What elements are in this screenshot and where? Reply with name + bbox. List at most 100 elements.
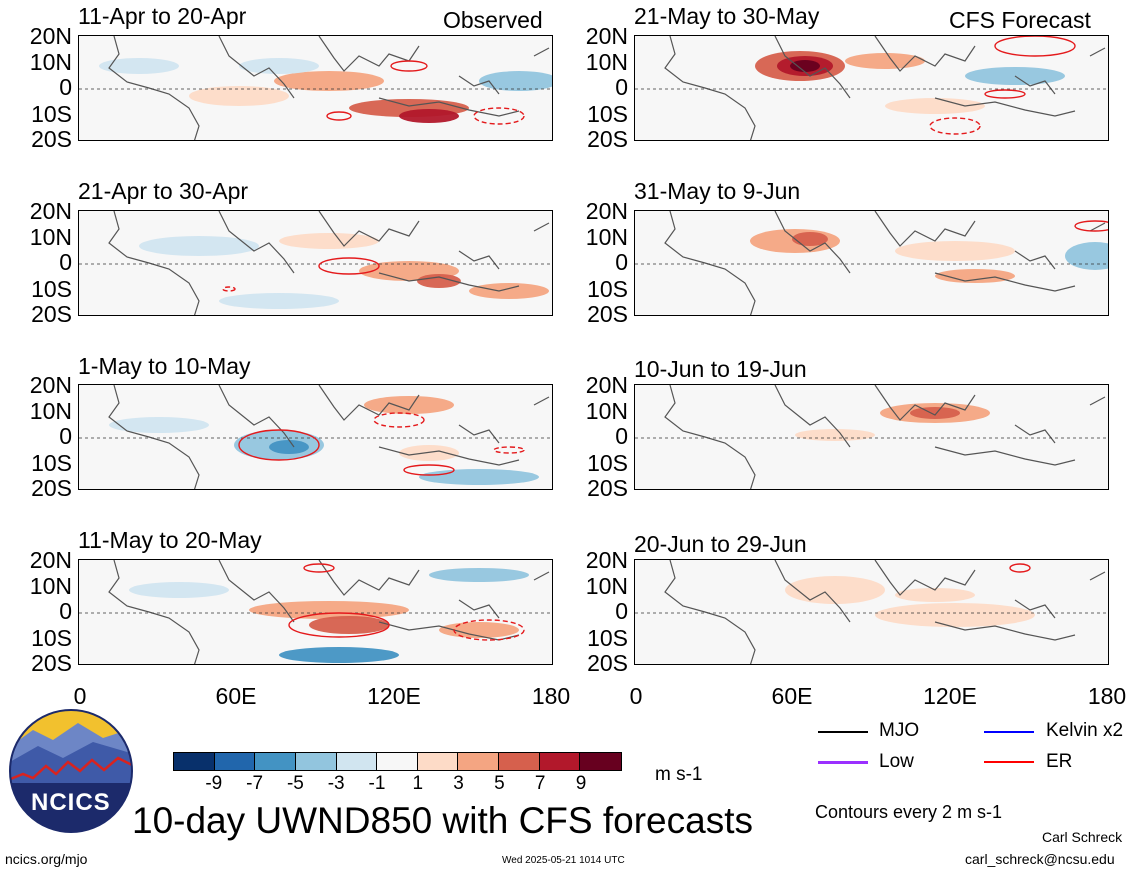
colorbar-tick: -9 [205, 773, 223, 794]
lon-label: 120E [923, 683, 977, 709]
colorbar-swatch [214, 753, 256, 770]
map-panel-observed-3 [78, 384, 553, 490]
lat-label: 20S [587, 301, 628, 327]
lat-label: 0 [615, 423, 628, 449]
lat-label: 0 [59, 74, 72, 100]
colorbar-tick: -7 [246, 773, 264, 794]
contour-note: Contours every 2 m s-1 [815, 802, 1003, 822]
colorbar-tick: -5 [286, 773, 304, 794]
lat-label: 10S [587, 276, 628, 302]
lat-label: 20N [29, 23, 72, 49]
kelvin-legend-line [984, 731, 1034, 733]
lat-label: 10S [31, 276, 72, 302]
colorbar-tick: 9 [575, 773, 587, 794]
lon-label: 180 [531, 683, 571, 709]
map-panel-forecast-4 [634, 559, 1109, 665]
map-svg [79, 385, 552, 489]
er-legend-label: ER [1046, 751, 1073, 772]
colorbar-tick: -3 [327, 773, 345, 794]
map-svg [79, 211, 552, 315]
colorbar [173, 752, 622, 771]
map-panel-forecast-1 [634, 35, 1109, 141]
colorbar-tick: 5 [494, 773, 505, 794]
lat-label: 20S [31, 126, 72, 152]
colorbar-swatch [377, 753, 418, 770]
colorbar-tick: 1 [412, 773, 424, 794]
panel-title: 11-Apr to 20-Apr [78, 3, 247, 29]
forecast-label: CFS Forecast [949, 7, 1091, 33]
lat-label: 20N [585, 547, 628, 573]
er-legend-line [984, 761, 1034, 763]
lat-label: 20S [31, 650, 72, 676]
colorbar-swatch [295, 753, 337, 770]
map-svg [635, 385, 1108, 489]
map-svg [79, 36, 552, 140]
lat-label: 20N [29, 547, 72, 573]
mjo-legend-line [818, 731, 868, 733]
lat-label: 10N [29, 398, 72, 424]
lat-label: 10N [585, 224, 628, 250]
lon-label: 120E [367, 683, 421, 709]
lat-label: 20N [585, 23, 628, 49]
logo-text: NCICS [31, 789, 111, 816]
lat-label: 10N [585, 398, 628, 424]
lat-label: 20S [31, 475, 72, 501]
panel-title: 10-Jun to 19-Jun [634, 356, 807, 382]
lat-label: 20N [585, 198, 628, 224]
colorbar-swatch [417, 753, 459, 770]
low-legend-line [818, 761, 868, 764]
lat-label: 20N [585, 372, 628, 398]
lat-label: 0 [59, 598, 72, 624]
lat-label: 20S [31, 301, 72, 327]
timestamp: Wed 2025-05-21 1014 UTC [502, 855, 625, 866]
map-panel-observed-1 [78, 35, 553, 141]
mjo-legend-label: MJO [879, 720, 920, 741]
panel-title: 21-Apr to 30-Apr [78, 178, 249, 204]
colorbar-tick: -1 [368, 773, 386, 794]
lon-label: 180 [1087, 683, 1127, 709]
kelvin-legend-label: Kelvin x2 [1046, 720, 1124, 741]
colorbar-swatch [458, 753, 499, 770]
map-panel-observed-4 [78, 559, 553, 665]
lat-label: 10S [587, 101, 628, 127]
colorbar-swatch [336, 753, 378, 770]
map-svg [635, 36, 1108, 140]
author-email[interactable]: carl_schreck@ncsu.edu [965, 851, 1115, 867]
lat-label: 10S [31, 625, 72, 651]
site-link[interactable]: ncics.org/mjo [5, 851, 88, 867]
lat-label: 0 [615, 598, 628, 624]
lat-label: 20N [29, 372, 72, 398]
low-legend-label: Low [879, 751, 914, 772]
panel-title: 11-May to 20-May [78, 527, 262, 553]
colorbar-units: m s-1 [655, 764, 703, 785]
lat-label: 0 [615, 74, 628, 100]
lon-label: 60E [215, 683, 257, 709]
lat-label: 10N [585, 573, 628, 599]
lat-label: 0 [59, 249, 72, 275]
lat-label: 10N [585, 49, 628, 75]
panel-title: 31-May to 9-Jun [634, 178, 801, 204]
lat-label: 0 [59, 423, 72, 449]
colorbar-swatch [539, 753, 581, 770]
lat-label: 10N [29, 49, 72, 75]
panel-title: 21-May to 30-May [634, 3, 820, 29]
lat-label: 20S [587, 126, 628, 152]
lat-label: 20S [587, 650, 628, 676]
map-svg [635, 211, 1108, 315]
lon-label: 0 [73, 683, 87, 709]
lat-label: 20S [587, 475, 628, 501]
colorbar-tick: 7 [534, 773, 546, 794]
lat-label: 10N [29, 224, 72, 250]
map-panel-forecast-3 [634, 384, 1109, 490]
map-panel-observed-2 [78, 210, 553, 316]
lon-label: 0 [629, 683, 643, 709]
lon-label: 60E [771, 683, 813, 709]
panel-title: 1-May to 10-May [78, 353, 251, 379]
figure-title: 10-day UWND850 with CFS forecasts [132, 800, 753, 841]
author: Carl Schreck [1042, 829, 1123, 845]
lat-label: 0 [615, 249, 628, 275]
map-svg [79, 560, 552, 664]
lat-label: 10S [587, 625, 628, 651]
colorbar-swatch [174, 753, 215, 770]
map-panel-forecast-2 [634, 210, 1109, 316]
